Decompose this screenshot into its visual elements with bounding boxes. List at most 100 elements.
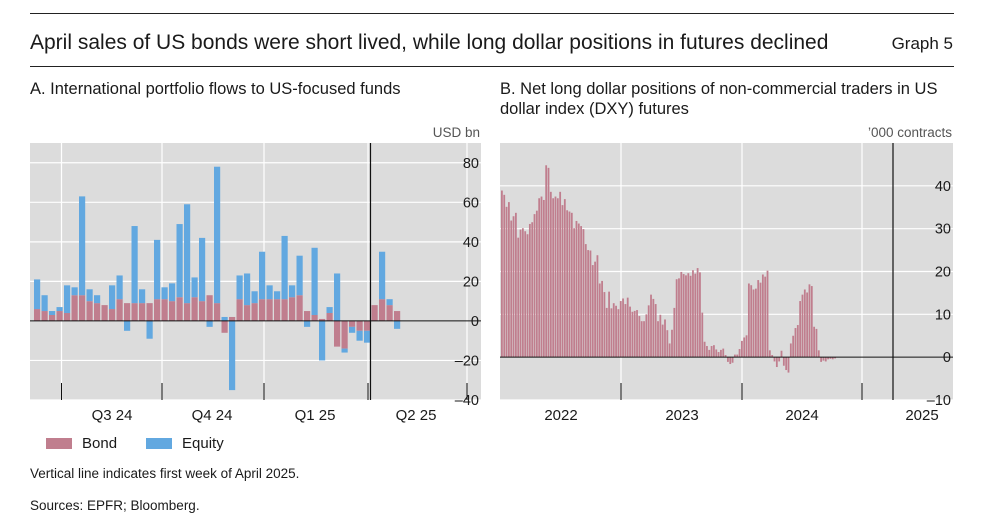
bond-bar <box>41 311 48 321</box>
position-bar <box>824 357 827 362</box>
bond-bar <box>71 295 78 321</box>
bond-bar <box>101 305 108 321</box>
equity-bar <box>79 196 86 296</box>
equity-bar <box>364 330 371 343</box>
equity-bar <box>146 320 153 339</box>
equity-bar <box>116 275 123 300</box>
position-bar <box>803 289 806 358</box>
position-bar <box>743 337 746 358</box>
bond-bar <box>221 320 228 333</box>
position-bar <box>706 346 708 358</box>
position-bar <box>568 211 571 358</box>
bond-bar <box>349 320 356 327</box>
equity-bar <box>139 289 146 304</box>
position-bar <box>610 308 613 358</box>
position-bar <box>519 229 522 358</box>
equity-bar <box>221 316 228 321</box>
position-bar <box>727 357 729 362</box>
position-bar <box>771 355 774 358</box>
bond-bar <box>334 320 341 347</box>
position-bar <box>505 206 508 358</box>
position-bar <box>608 291 610 358</box>
x-tick-label: 2025 <box>905 407 938 424</box>
bond-bar <box>161 299 168 321</box>
bond-bar <box>146 303 153 321</box>
bond-bar <box>274 299 281 321</box>
position-bar <box>640 321 643 358</box>
position-bar <box>570 212 573 358</box>
position-bar <box>757 280 760 358</box>
position-bar <box>596 255 599 358</box>
panel-a-unit: USD bn <box>432 125 480 140</box>
panel-b-unit: ’000 contracts <box>867 125 952 140</box>
equity-bar <box>326 307 333 314</box>
position-bar <box>573 228 576 358</box>
x-tick-label: 2022 <box>544 407 577 424</box>
bond-bar <box>379 299 386 321</box>
position-bar <box>761 274 764 358</box>
equity-bar <box>296 255 303 296</box>
bond-bar <box>326 313 333 321</box>
bond-bar <box>124 303 131 321</box>
x-tick-label: Q2 25 <box>396 407 437 424</box>
panel-b-title: B. Net long dollar positions of non-comm… <box>500 80 938 118</box>
position-bar <box>799 301 802 358</box>
position-bar <box>796 325 799 358</box>
position-bar <box>817 350 820 358</box>
legend-equity: Equity <box>146 435 224 452</box>
position-bar <box>768 350 771 358</box>
equity-bar <box>49 311 56 315</box>
bond-bar <box>214 303 221 321</box>
equity-bar <box>311 247 318 315</box>
position-bar <box>703 341 706 358</box>
bond-bar <box>131 303 138 321</box>
position-bar <box>542 199 545 358</box>
equity-bar <box>64 285 71 314</box>
x-tick-label: Q3 24 <box>92 407 133 424</box>
position-bar <box>678 278 680 358</box>
position-bar <box>577 223 580 358</box>
position-bar <box>671 329 673 358</box>
position-bar <box>792 335 795 358</box>
position-bar <box>582 229 585 358</box>
position-bar <box>782 357 785 366</box>
bond-bar <box>251 303 258 321</box>
equity-bar <box>281 235 288 300</box>
bond-bar <box>206 295 213 321</box>
position-bar <box>631 311 634 358</box>
position-bar <box>594 261 596 358</box>
bond-bar <box>86 301 93 321</box>
bond-bar <box>319 318 326 321</box>
equity-bar <box>386 299 393 306</box>
position-bar <box>717 352 720 358</box>
position-bar <box>806 292 809 358</box>
position-bar <box>834 357 836 359</box>
position-bar <box>619 301 622 358</box>
position-bar <box>528 223 531 358</box>
y-tick-label: 0 <box>471 314 479 330</box>
y-tick-label: –40 <box>455 393 479 409</box>
position-bar <box>720 349 722 358</box>
position-bar <box>629 306 631 358</box>
position-bar <box>673 307 676 358</box>
position-bar <box>566 210 569 358</box>
equity-bar <box>244 273 251 306</box>
equity-bar <box>341 348 348 353</box>
position-bar <box>636 310 638 358</box>
equity-bar <box>289 285 296 298</box>
position-bar <box>540 196 543 358</box>
bond-bar <box>304 311 311 321</box>
position-bar <box>708 349 711 358</box>
position-bar <box>722 348 725 358</box>
position-bar <box>652 298 655 358</box>
y-tick-label: 40 <box>463 235 479 251</box>
position-bar <box>503 194 506 358</box>
x-tick-label: Q1 25 <box>295 407 336 424</box>
bond-bar <box>386 305 393 321</box>
position-bar <box>605 307 608 358</box>
position-bar <box>666 330 669 358</box>
position-bar <box>633 310 636 358</box>
equity-bar <box>86 289 93 302</box>
bond-bar <box>296 295 303 321</box>
